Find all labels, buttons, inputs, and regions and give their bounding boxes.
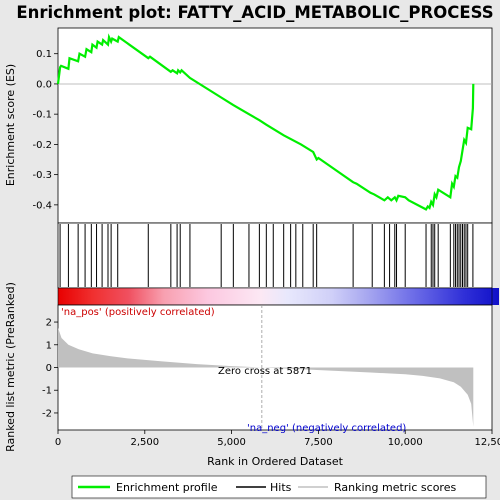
- x-tick-label: 2,500: [130, 437, 159, 448]
- metric-y-tick-label: 2: [46, 318, 52, 329]
- positive-label: 'na_pos' (positively correlated): [61, 307, 215, 318]
- rank-heat-bar: [57, 287, 499, 306]
- metric-axis-label: Ranked list metric (PreRanked): [4, 282, 17, 452]
- hits-panel: [57, 222, 493, 289]
- x-tick-label: 7,500: [304, 437, 333, 448]
- metric-y-tick-label: -1: [42, 386, 52, 397]
- enrichment-profile-line: [56, 33, 475, 211]
- legend-label-enrichment: Enrichment profile: [116, 481, 218, 494]
- legend-label-hits: Hits: [270, 481, 292, 494]
- metric-y-tick-label: 0: [46, 363, 52, 374]
- es-y-tick-label: -0.2: [32, 140, 52, 151]
- x-tick-label: 12,500: [475, 437, 500, 448]
- chart-title: Enrichment plot: FATTY_ACID_METABOLIC_PR…: [16, 3, 493, 22]
- es-y-tick-label: -0.4: [32, 200, 52, 211]
- rank-color-bar: [58, 288, 499, 305]
- x-axis-label: Rank in Ordered Dataset: [207, 455, 344, 468]
- es-plot-area: [57, 27, 493, 224]
- hits-area: [57, 222, 493, 289]
- x-tick-label: 0: [55, 437, 61, 448]
- legend-box: [71, 475, 487, 499]
- metric-panel: 2 1 0 -1 -2 'na_pos' (positively correlated)…: [4, 282, 493, 452]
- metric-y-tick-label: 1: [46, 340, 52, 351]
- x-tick-label: 5,000: [217, 437, 246, 448]
- negative-label: 'na_neg' (negatively correlated): [247, 423, 406, 434]
- es-y-tick-label: -0.3: [32, 170, 52, 181]
- es-axis-label: Enrichment score (ES): [4, 64, 17, 186]
- metric-y-tick-label: -2: [42, 408, 52, 419]
- legend: Enrichment profile Hits Ranking metric s…: [71, 475, 487, 499]
- zero-cross-label: Zero cross at 5871: [218, 366, 312, 377]
- x-axis: 0 2,500 5,000 7,500 10,000 12,500: [55, 430, 500, 448]
- legend-label-metric: Ranking metric scores: [334, 481, 456, 494]
- es-y-tick-label: 0.0: [36, 79, 52, 90]
- es-y-tick-label: -0.1: [32, 110, 52, 121]
- x-tick-label: 10,000: [388, 437, 423, 448]
- es-y-tick-label: 0.1: [36, 49, 52, 60]
- es-panel: 0.1 0.0 -0.1 -0.2 -0.3 -0.4 Enrichment score …: [4, 27, 493, 224]
